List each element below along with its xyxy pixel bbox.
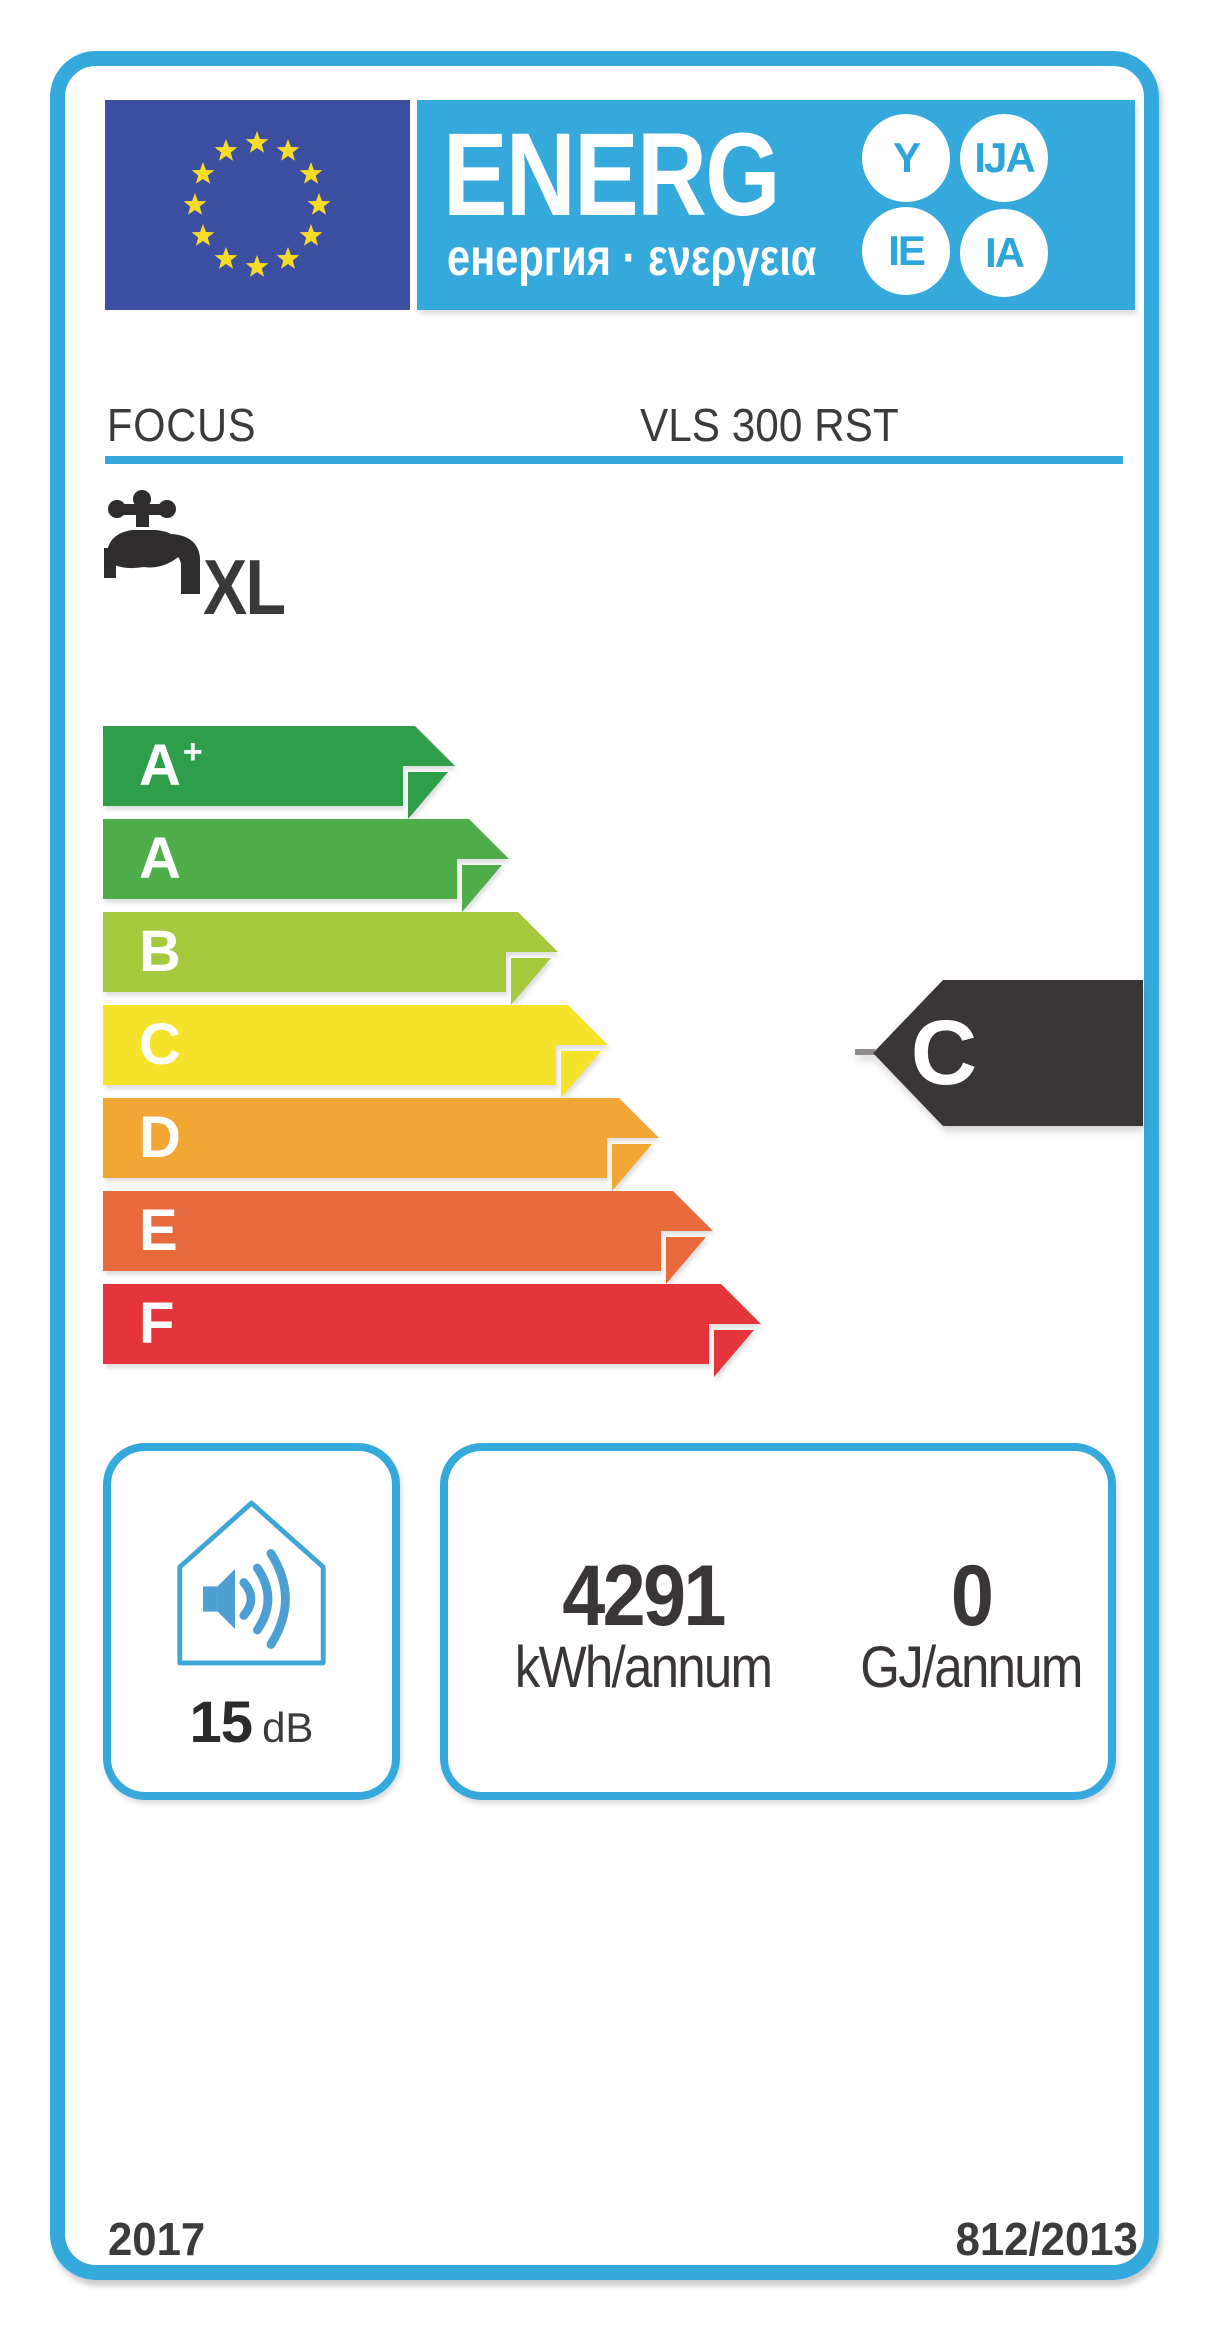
brand-name: FOCUS bbox=[107, 399, 257, 451]
suffix-label: IA bbox=[985, 229, 1025, 276]
arrow-letter: C bbox=[139, 1012, 181, 1077]
energ-logo-text: ENERG bbox=[443, 109, 781, 241]
house-sound-icon bbox=[177, 1500, 326, 1666]
consumption-box: 4291 kWh/annum 0 GJ/annum bbox=[440, 1443, 1116, 1800]
load-profile-label: XL bbox=[203, 543, 286, 631]
suffix-label: IJA bbox=[974, 134, 1035, 181]
arrow-letter: B bbox=[139, 919, 181, 984]
scale-arrow-e: E bbox=[103, 1191, 721, 1287]
footer-year: 2017 bbox=[108, 2213, 206, 2265]
electricity-consumption-unit: kWh/annum bbox=[514, 1635, 773, 1700]
separator-rule bbox=[105, 456, 1123, 464]
noise-level: 15 bbox=[189, 1690, 254, 1755]
language-suffix-circle: IJA bbox=[960, 114, 1048, 202]
energ-logo: ENERG енергия · ενεργεια Y IJA IE IA bbox=[417, 100, 1135, 310]
rating-tag: C bbox=[855, 980, 1145, 1126]
noise-value: 15 dB bbox=[111, 1689, 392, 1756]
language-suffix-circle: IA bbox=[960, 209, 1048, 297]
energ-logo-subtext: енергия · ενεργεια bbox=[447, 229, 817, 287]
suffix-label: Y bbox=[892, 134, 921, 181]
arrow-letter: A+ bbox=[139, 733, 203, 798]
arrow-letter: E bbox=[139, 1198, 178, 1263]
fuel-consumption: 0 GJ/annum bbox=[838, 1451, 1104, 1792]
suffix-label: IE bbox=[888, 227, 926, 274]
fuel-consumption-unit: GJ/annum bbox=[860, 1635, 1083, 1700]
model-name: VLS 300 RST bbox=[640, 399, 899, 451]
scale-arrow-a-plus: A+ bbox=[103, 726, 463, 822]
language-suffix-circle: IE bbox=[862, 207, 950, 295]
scale-arrow-d: D bbox=[103, 1098, 667, 1194]
label-border bbox=[50, 51, 1159, 2280]
scale-arrow-f: F bbox=[103, 1284, 769, 1380]
language-suffixes: Y IJA IE IA bbox=[835, 100, 1135, 310]
arrow-letter: A bbox=[139, 826, 181, 891]
fuel-consumption-value: 0 bbox=[950, 1548, 994, 1644]
tap-icon bbox=[104, 490, 200, 594]
scale-arrow-a: A bbox=[103, 819, 517, 915]
noise-unit: dB bbox=[262, 1704, 314, 1751]
arrow-letter: D bbox=[139, 1105, 181, 1170]
scale-arrow-c: C bbox=[103, 1005, 616, 1101]
rating-letter: C bbox=[910, 1002, 978, 1104]
noise-box: 15 dB bbox=[103, 1443, 400, 1800]
language-suffix-circle: Y bbox=[862, 114, 950, 202]
arrow-letter: F bbox=[139, 1291, 175, 1356]
footer-regulation: 812/2013 bbox=[955, 2213, 1138, 2265]
electricity-consumption: 4291 kWh/annum bbox=[448, 1451, 838, 1792]
eu-flag-icon bbox=[105, 100, 410, 310]
scale-arrow-b: B bbox=[103, 912, 566, 1008]
electricity-consumption-value: 4291 bbox=[562, 1548, 726, 1644]
